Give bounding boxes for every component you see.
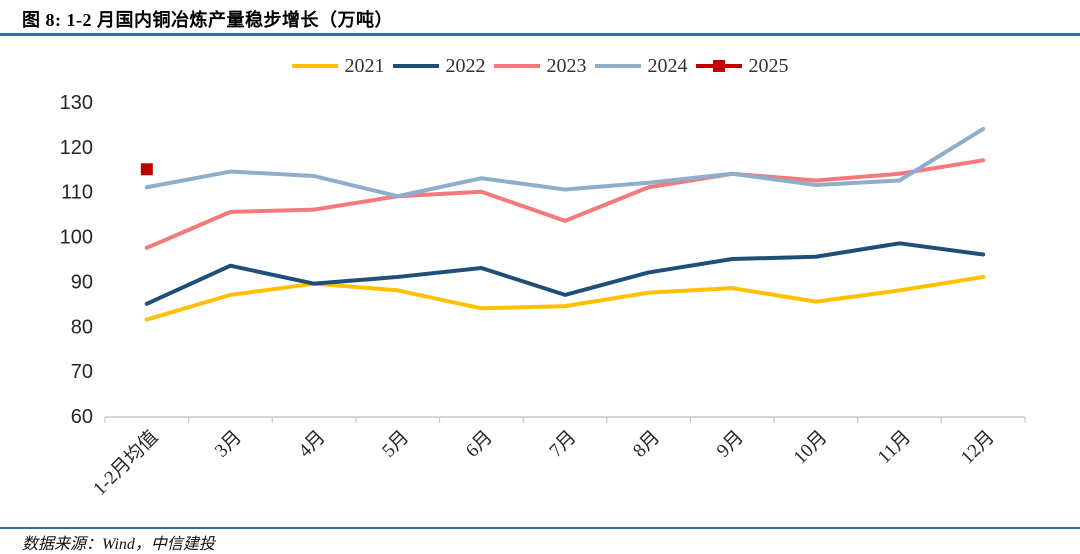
page-title: 图 8: 1-2 月国内铜冶炼产量稳步增长（万吨） bbox=[22, 10, 393, 30]
footer-rule bbox=[0, 527, 1080, 529]
x-axis-label: 12月 bbox=[957, 427, 999, 469]
x-axis-label: 1-2月均值 bbox=[89, 426, 163, 500]
y-axis-label: 130 bbox=[60, 92, 93, 114]
x-axis-label: 7月 bbox=[546, 427, 581, 462]
x-axis-label: 8月 bbox=[629, 427, 664, 462]
x-axis-label: 6月 bbox=[462, 427, 497, 462]
legend-item-2021: 2021 bbox=[291, 55, 385, 77]
y-axis-label: 70 bbox=[71, 361, 93, 383]
series-line-2024 bbox=[144, 126, 986, 199]
series-line-2021 bbox=[144, 274, 986, 322]
legend-label-2022: 2022 bbox=[445, 55, 486, 77]
x-axis-label: 10月 bbox=[790, 427, 832, 469]
x-axis-label: 4月 bbox=[295, 427, 330, 462]
legend-label-2023: 2023 bbox=[546, 55, 587, 77]
y-axis-label: 110 bbox=[61, 182, 93, 204]
title-rule bbox=[0, 33, 1080, 36]
y-axis-label: 90 bbox=[71, 271, 93, 293]
legend-label-2024: 2024 bbox=[647, 55, 688, 77]
legend-marker-2025 bbox=[712, 60, 725, 72]
legend-swatch-2022 bbox=[392, 64, 439, 68]
legend-item-2023: 2023 bbox=[493, 55, 587, 77]
chart-legend: 2021 2022 2023 2024 2025 bbox=[0, 56, 1080, 76]
series-marker-2025 bbox=[140, 163, 153, 176]
legend-label-2025: 2025 bbox=[748, 55, 789, 77]
y-axis-label: 60 bbox=[71, 406, 93, 428]
legend-swatch-2021 bbox=[291, 64, 338, 68]
data-source: 数据来源：Wind，中信建投 bbox=[22, 536, 215, 553]
y-axis-label: 80 bbox=[71, 316, 93, 338]
x-axis-label: 5月 bbox=[378, 427, 413, 462]
x-axis-label: 9月 bbox=[713, 427, 748, 462]
legend-label-2021: 2021 bbox=[344, 55, 385, 77]
x-axis-label: 3月 bbox=[211, 427, 246, 462]
series-line-2022 bbox=[144, 241, 986, 306]
legend-item-2024: 2024 bbox=[594, 55, 688, 77]
y-axis-label: 100 bbox=[60, 227, 93, 249]
series-line-2023 bbox=[144, 158, 986, 250]
y-axis-label: 120 bbox=[60, 137, 93, 159]
legend-item-2022: 2022 bbox=[392, 55, 486, 77]
legend-item-2025: 2025 bbox=[695, 55, 789, 77]
x-axis-label: 11月 bbox=[874, 427, 915, 468]
legend-swatch-2025 bbox=[695, 60, 742, 72]
legend-swatch-2024 bbox=[594, 64, 641, 68]
legend-swatch-2023 bbox=[493, 64, 540, 68]
